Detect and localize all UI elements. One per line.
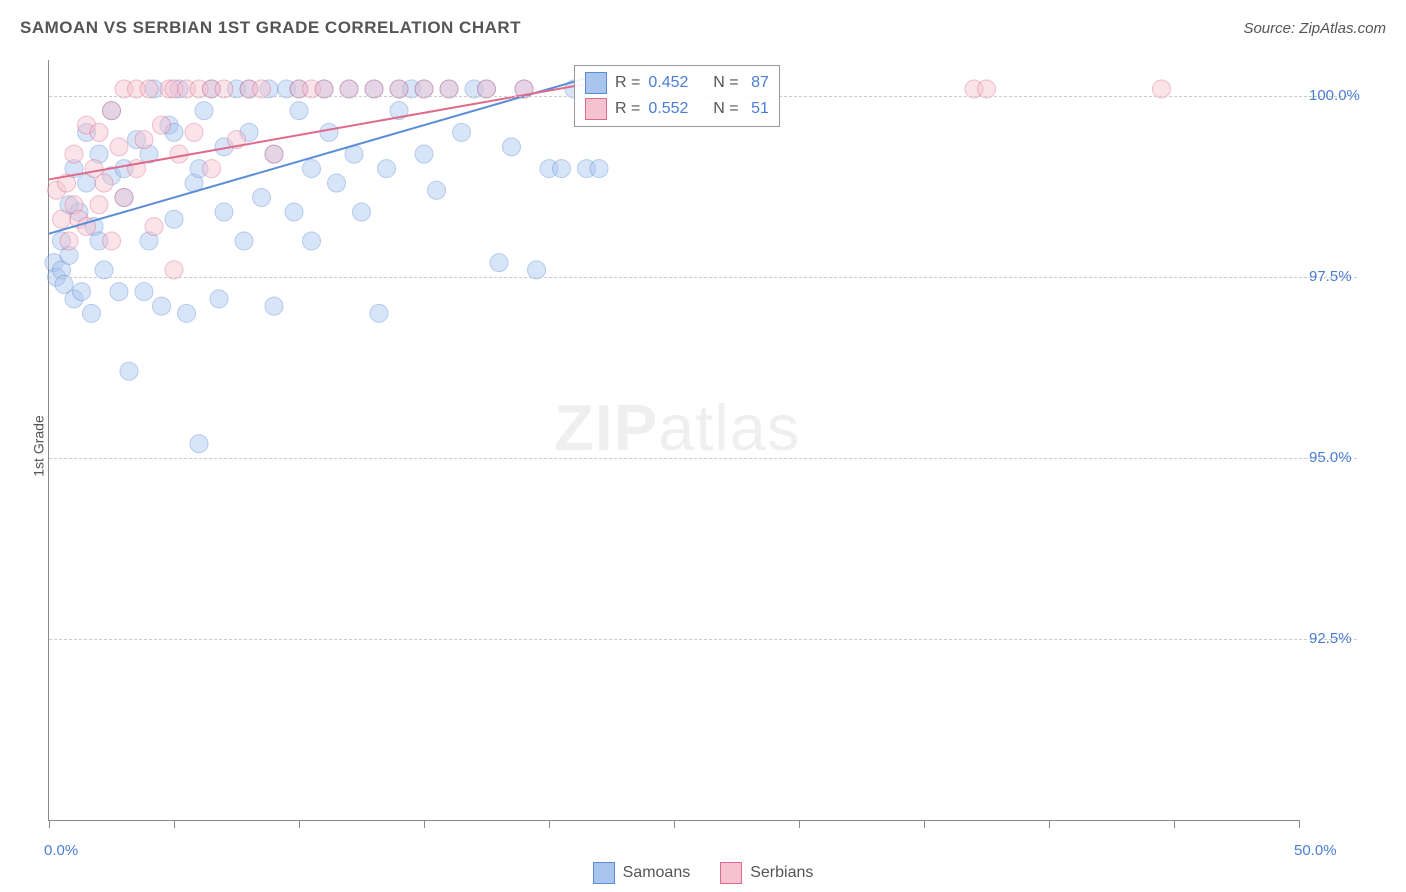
legend-label-samoans: Samoans	[623, 864, 691, 882]
stats-row: R = 0.552 N = 51	[585, 96, 769, 122]
stats-swatch	[585, 98, 607, 120]
swatch-serbians	[720, 862, 742, 884]
r-value: 0.452	[648, 74, 688, 92]
chart-svg	[49, 60, 1299, 820]
y-tick-label: 95.0%	[1309, 449, 1352, 466]
y-tick-label: 97.5%	[1309, 268, 1352, 285]
footer-legend: Samoans Serbians	[0, 862, 1406, 884]
x-tick-label: 50.0%	[1294, 842, 1337, 859]
y-tick-label: 92.5%	[1309, 630, 1352, 647]
n-label: N =	[713, 74, 738, 92]
y-tick-label: 100.0%	[1309, 87, 1360, 104]
legend-item-serbians: Serbians	[720, 862, 813, 884]
n-value: 87	[747, 74, 769, 92]
source-label: Source: ZipAtlas.com	[1243, 20, 1386, 37]
swatch-samoans	[593, 862, 615, 884]
n-label: N =	[713, 100, 738, 118]
legend-item-samoans: Samoans	[593, 862, 691, 884]
n-value: 51	[747, 100, 769, 118]
r-label: R =	[615, 74, 640, 92]
legend-label-serbians: Serbians	[750, 864, 813, 882]
plot-area: ZIPatlas 92.5%95.0%97.5%100.0%0.0%50.0% …	[48, 60, 1299, 821]
chart-title: SAMOAN VS SERBIAN 1ST GRADE CORRELATION …	[20, 18, 521, 38]
r-value: 0.552	[648, 100, 688, 118]
x-tick-label: 0.0%	[44, 842, 78, 859]
y-axis-label: 1st Grade	[31, 415, 47, 476]
stats-swatch	[585, 72, 607, 94]
r-label: R =	[615, 100, 640, 118]
stats-legend: R = 0.452 N = 87 R = 0.552 N = 51	[574, 65, 780, 127]
stats-row: R = 0.452 N = 87	[585, 70, 769, 96]
